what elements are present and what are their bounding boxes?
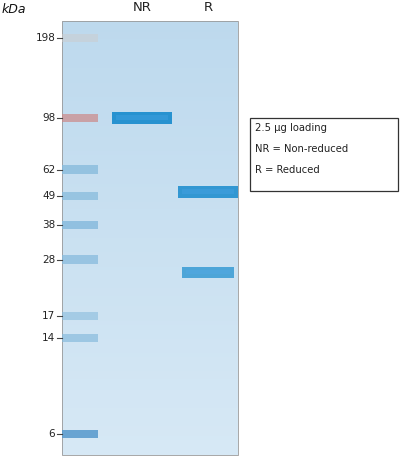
- Text: NR = Non-reduced: NR = Non-reduced: [255, 144, 348, 154]
- Text: 49: 49: [42, 191, 55, 201]
- Text: 2.5 μg loading: 2.5 μg loading: [255, 123, 327, 133]
- Text: 98: 98: [42, 113, 55, 123]
- Text: 198: 198: [35, 33, 55, 43]
- Text: 28: 28: [42, 254, 55, 265]
- Text: R = Reduced: R = Reduced: [255, 165, 320, 175]
- Text: 6: 6: [48, 429, 55, 439]
- Text: 38: 38: [42, 220, 55, 230]
- Text: 62: 62: [42, 164, 55, 175]
- Bar: [250, 118, 398, 191]
- Text: kDa: kDa: [2, 3, 26, 16]
- Text: 14: 14: [42, 333, 55, 343]
- Bar: [62, 21, 238, 455]
- Text: R: R: [204, 1, 212, 14]
- Text: 17: 17: [42, 311, 55, 321]
- Text: NR: NR: [132, 1, 152, 14]
